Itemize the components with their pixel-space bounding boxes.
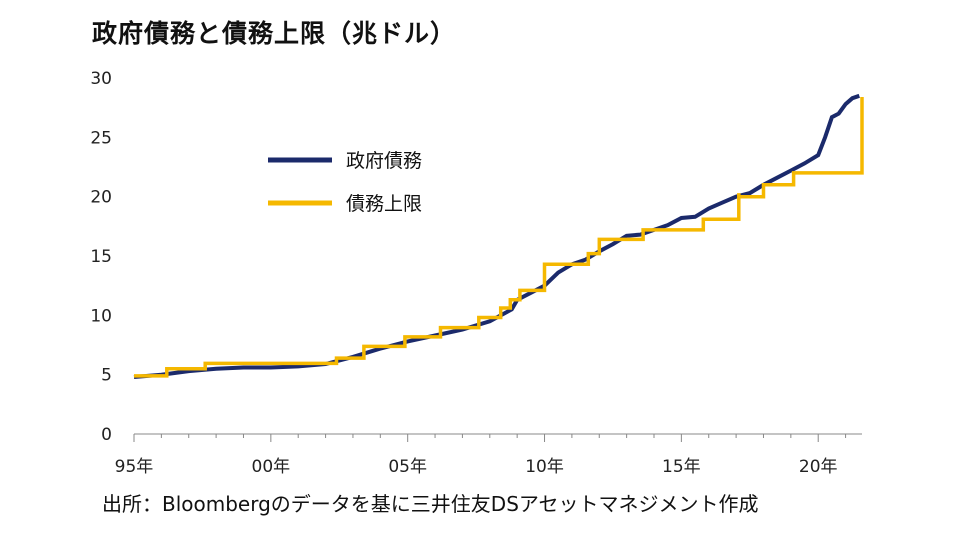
- legend-label: 政府債務: [346, 150, 422, 172]
- y-tick-label: 15: [90, 247, 112, 267]
- y-tick-label: 20: [90, 188, 112, 208]
- series-line-debt: [133, 93, 860, 379]
- x-tick-label: 05年: [388, 457, 427, 477]
- series-line-ceiling: [134, 97, 864, 378]
- source-note: 出所：Bloombergのデータを基に三井住友DSアセットマネジメント作成: [102, 492, 759, 516]
- y-tick-label: 5: [101, 366, 112, 386]
- y-tick-label: 30: [90, 69, 112, 89]
- x-tick-label: 15年: [662, 457, 701, 477]
- x-tick-label: 00年: [252, 457, 291, 477]
- x-tick-label: 95年: [115, 457, 154, 477]
- chart-title: 政府債務と債務上限（兆ドル）: [92, 19, 457, 48]
- legend-label: 債務上限: [346, 193, 422, 215]
- x-tick-label: 20年: [799, 457, 838, 477]
- y-tick-label: 25: [90, 128, 112, 148]
- y-tick-label: 0: [101, 425, 112, 445]
- x-tick-label: 10年: [525, 457, 564, 477]
- y-tick-label: 10: [90, 306, 112, 326]
